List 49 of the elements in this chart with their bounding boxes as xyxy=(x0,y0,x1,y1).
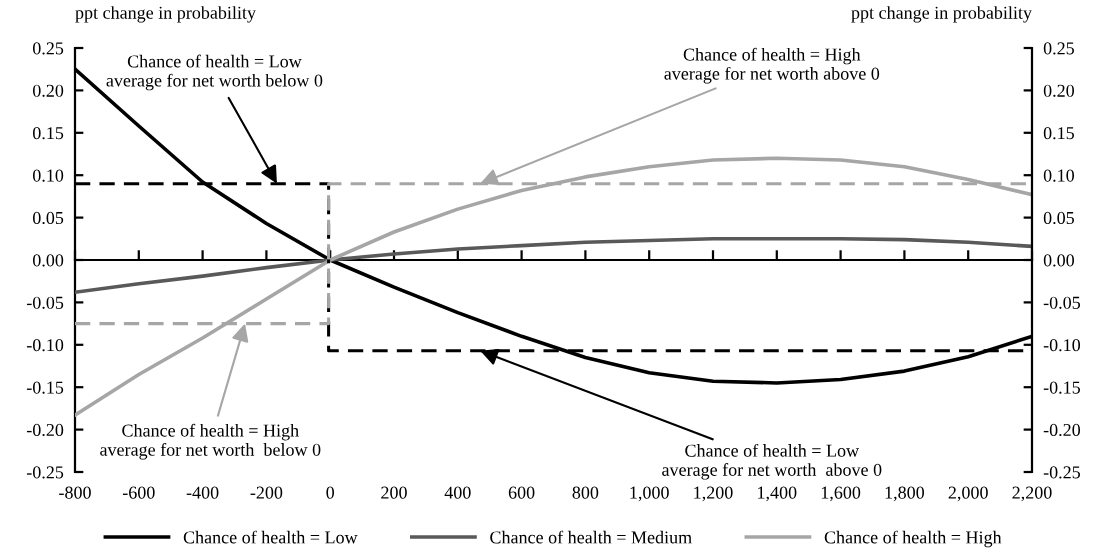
x-tick-label: 600 xyxy=(508,486,535,499)
x-tick-label: 1,400 xyxy=(758,486,797,502)
y-tick-label: -0.20 xyxy=(26,423,64,437)
y-tick-label: 0.15 xyxy=(32,127,64,140)
y2-tick-label: -0.20 xyxy=(1043,423,1081,437)
line-series xyxy=(75,236,1032,295)
x-tick-label: 1,600 xyxy=(821,486,861,502)
x-tick-label: 800 xyxy=(572,486,599,499)
y-tick-label: 0.20 xyxy=(32,84,64,97)
legend-label: Chance of health = Low xyxy=(183,530,358,544)
x-tick-label: -400 xyxy=(186,486,219,499)
x-tick-label: 2,200 xyxy=(1012,486,1052,502)
x-tick-label: 1,000 xyxy=(630,486,669,502)
y-tick-label: -0.25 xyxy=(26,466,64,479)
x-tick-label: -200 xyxy=(250,486,283,499)
y2-tick-label: -0.05 xyxy=(1043,296,1081,309)
y2-tick-label: 0.10 xyxy=(1043,169,1075,182)
y2-tick-label: 0.25 xyxy=(1043,42,1074,55)
x-tick-label: 1,200 xyxy=(694,486,733,502)
y-tick-label: -0.10 xyxy=(26,339,64,352)
y2-tick-label: -0.10 xyxy=(1043,339,1081,352)
y2-tick-label: 0.15 xyxy=(1043,127,1074,140)
y-tick-label: -0.05 xyxy=(26,296,64,309)
x-tick-label: 2,000 xyxy=(948,486,988,502)
y2-axis-title: ppt change in probability xyxy=(851,6,1032,23)
x-tick-label: -600 xyxy=(122,486,155,499)
y-tick-label: 0.10 xyxy=(32,169,64,182)
x-tick-label: 1,800 xyxy=(885,486,925,502)
x-tick-label: -800 xyxy=(59,486,91,499)
y2-tick-label: 0.00 xyxy=(1043,254,1075,267)
y-tick-label: -0.15 xyxy=(26,381,64,394)
legend-label: Chance of health = High xyxy=(824,530,1002,548)
annotation: Chance of health = Low average for net worth below 0 xyxy=(106,54,323,91)
annotation: Chance of health = High average for net worth above 0 xyxy=(664,47,880,84)
y2-tick-label: 0.05 xyxy=(1043,211,1074,225)
annotation: Chance of health = Low average for net worth above 0 xyxy=(662,443,882,480)
y-tick-label: 0.00 xyxy=(32,254,64,267)
x-tick-label: 200 xyxy=(381,486,407,499)
y-axis-title: ppt change in probability xyxy=(75,6,256,23)
x-tick-label: 0 xyxy=(326,486,335,499)
line-series xyxy=(75,156,1032,417)
legend-label: Chance of health = Medium xyxy=(490,530,692,544)
y-tick-label: 0.05 xyxy=(32,211,64,225)
annotation: Chance of health = High average for net worth below 0 xyxy=(100,423,321,460)
y2-tick-label: -0.15 xyxy=(1043,381,1081,394)
y2-tick-label: 0.20 xyxy=(1043,84,1075,97)
y-tick-label: 0.25 xyxy=(32,42,64,55)
x-tick-label: 400 xyxy=(444,486,471,499)
y2-tick-label: -0.25 xyxy=(1043,466,1081,479)
